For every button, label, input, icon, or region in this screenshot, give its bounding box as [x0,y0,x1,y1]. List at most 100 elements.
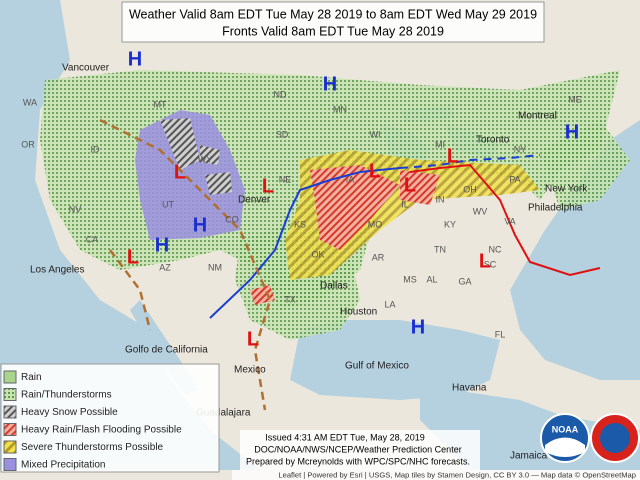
place: Dallas [320,281,348,292]
low-pressure: L [447,145,459,167]
state-label: AL [426,274,437,284]
place: Guadalajara [196,408,251,419]
state-label: ME [568,94,582,104]
place: Denver [238,195,271,206]
cold-front [209,167,401,319]
state-label: CA [86,234,99,244]
state-label: ND [274,89,287,99]
low-pressure: L [174,161,186,183]
legend-swatch [3,440,17,454]
state-label: AR [372,252,385,262]
issued-line: Issued 4:31 AM EDT Tue, May 28, 2019 [265,432,424,442]
state-label: OR [21,139,35,149]
header-line: Fronts Valid 8am EDT Tue May 28 2019 [222,24,444,38]
issued-line: Prepared by Mcreynolds with WPC/SPC/NHC … [246,456,470,466]
place: New York [545,184,588,195]
header-line: Weather Valid 8am EDT Tue May 28 2019 to… [129,7,537,21]
state-label: NC [489,244,502,254]
legend-swatch [3,370,17,384]
state-label: IL [401,199,409,209]
state-label: OK [311,249,324,259]
noaa-wave [545,437,585,457]
state-label: GA [458,276,471,286]
state-label: IN [436,194,445,204]
legend-label: Rain/Thunderstorms [21,390,112,401]
state-label: VA [504,216,515,226]
high-pressure: H [155,234,169,256]
state-label: MO [368,219,383,229]
low-pressure: L [127,246,139,268]
high-pressure: H [411,316,425,338]
state-label: TN [434,244,446,254]
place: Los Angeles [30,265,85,276]
attribution-box [232,470,640,480]
low-pressure: L [262,175,274,197]
trough [109,249,152,331]
state-label: WI [370,129,381,139]
attribution: Leaflet | Powered by Esri | USGS, Map ti… [278,471,636,480]
logos: NOAA [540,413,640,463]
state-label: AZ [159,262,171,272]
state-label: WY [198,154,213,164]
state-label: PA [509,174,520,184]
snow-area [160,118,232,195]
state-label: NV [69,204,82,214]
state-label: SC [484,259,497,269]
state-label: NE [279,174,292,184]
state-label: FL [495,329,506,339]
gulf [290,320,500,400]
state-label: NM [208,262,222,272]
noaa-text: NOAA [552,424,579,434]
state-labels: WA OR ID MT WY NV UT CO AZ NM ND SD NE KS OK TX MN IA MO AR… [21,89,582,339]
state-label: MI [435,139,445,149]
state-label: WA [23,97,37,107]
legend-swatch [3,388,17,401]
legend-label: Heavy Rain/Flash Flooding Possible [21,425,182,436]
flood-area [250,165,440,305]
high-pressure: H [323,73,337,95]
header: Weather Valid 8am EDT Tue May 28 2019 to… [121,1,545,43]
legend-swatch [3,405,17,419]
state-label: MT [154,99,167,109]
high-pressure: H [193,214,207,236]
state-label: ID [91,144,101,154]
issued: Issued 4:31 AM EDT Tue, May 28, 2019 DOC… [240,430,480,470]
state-label: KY [444,219,456,229]
place: Vancouver [62,63,110,74]
high-pressure: H [128,48,142,70]
place: Havana [452,383,487,394]
legend-label: Heavy Snow Possible [21,407,118,418]
low-pressure: L [479,250,491,272]
high-pressure: H [565,121,579,143]
place: Philadelphia [528,203,583,214]
state-label: LA [384,299,395,309]
legend-swatch [3,458,17,471]
legend-box [0,363,220,473]
header-box [121,1,545,43]
issued-line: DOC/NOAA/NWS/NCEP/Weather Prediction Cen… [254,444,461,454]
legend-label: Severe Thunderstorms Possible [21,442,164,453]
state-label: MS [403,274,417,284]
state-label: WV [473,206,488,216]
nws-logo-inner [600,423,630,453]
state-label: UT [162,199,174,209]
low-pressure: L [247,328,259,350]
place: Houston [340,307,377,318]
place: Montreal [518,111,557,122]
issued-box [240,430,480,470]
place: Toronto [476,135,510,146]
state-label: IA [346,174,355,184]
rain-area [540,120,630,210]
state-label: NY [514,144,527,154]
places: Vancouver Los Angeles Denver Dallas Hous… [30,63,588,462]
legend: Rain Rain/Thunderstorms Heavy Snow Possibl… [0,363,220,473]
place: Golfo de California [125,345,208,356]
legend-label: Mixed Precipitation [21,460,105,471]
trough [99,118,272,411]
pacific [0,0,260,470]
state-label: OH [463,184,477,194]
legend-swatch [3,423,17,436]
state-label: TX [284,294,296,304]
